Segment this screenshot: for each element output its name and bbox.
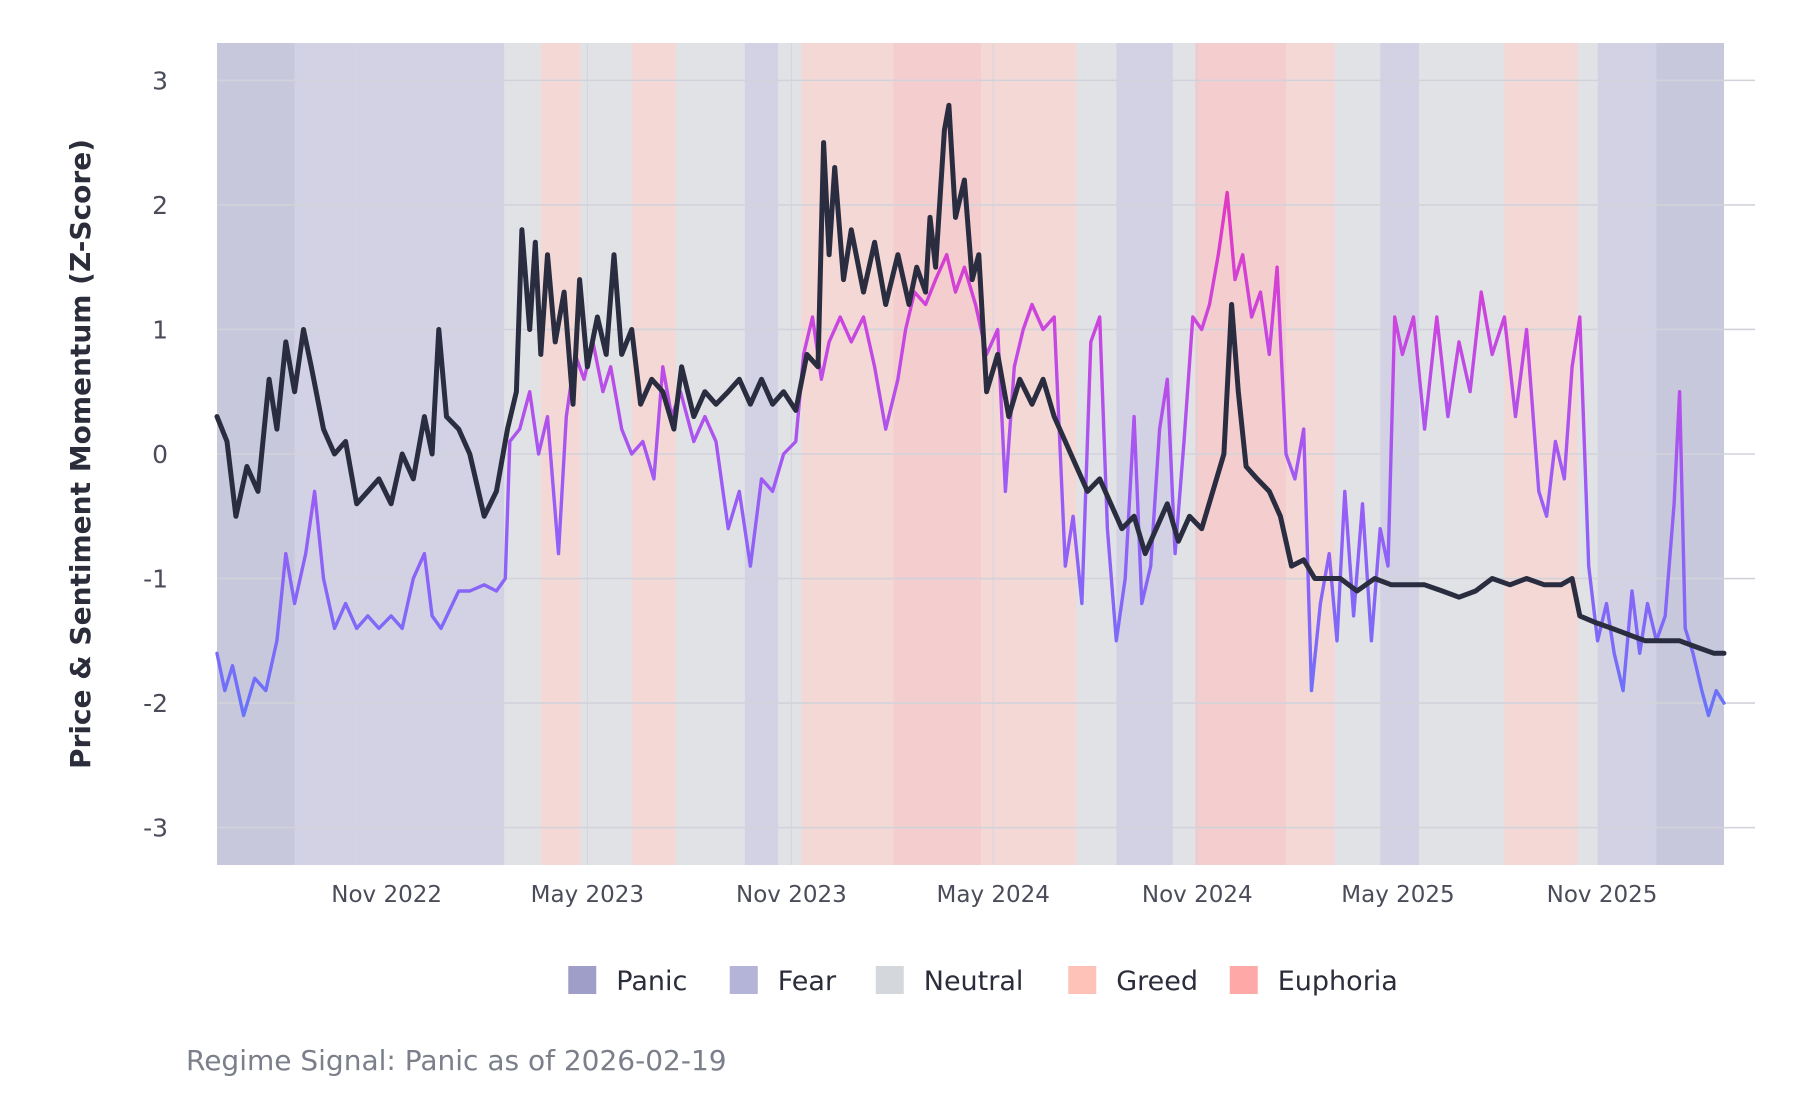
- legend-label-neutral: Neutral: [924, 966, 1024, 997]
- legend-label-panic: Panic: [616, 966, 687, 997]
- legend-swatch-neutral: [876, 966, 904, 994]
- y-axis-ticks: 3 2 1 0 -1 -2 -3: [143, 66, 168, 842]
- x-tick-label: May 2023: [531, 882, 644, 908]
- x-tick-label: May 2025: [1341, 882, 1454, 908]
- x-tick-label: Nov 2022: [331, 882, 442, 908]
- legend-swatch-greed: [1068, 966, 1096, 994]
- x-tick-label: May 2024: [937, 882, 1050, 908]
- legend-swatch-fear: [730, 966, 758, 994]
- legend-label-greed: Greed: [1116, 966, 1198, 997]
- y-tick-label: -1: [143, 565, 168, 594]
- y-tick-label: 2: [152, 191, 168, 220]
- legend-swatch-panic: [568, 966, 596, 994]
- legend: Panic Fear Neutral Greed Euphoria: [568, 966, 1398, 997]
- y-axis-label: Price & Sentiment Momentum (Z-Score): [64, 139, 97, 769]
- x-axis-ticks: Nov 2022 May 2023 Nov 2023 May 2024 Nov 2024…: [331, 882, 1657, 908]
- y-tick-label: 0: [152, 440, 168, 469]
- x-tick-label: Nov 2024: [1142, 882, 1253, 908]
- y-tick-label: 3: [152, 66, 168, 95]
- x-tick-label: Nov 2025: [1547, 882, 1658, 908]
- regime-signal-caption: Regime Signal: Panic as of 2026-02-19: [186, 1044, 727, 1077]
- x-tick-label: Nov 2023: [736, 882, 847, 908]
- y-tick-label: 1: [152, 315, 168, 344]
- legend-label-fear: Fear: [778, 966, 837, 997]
- legend-label-euphoria: Euphoria: [1278, 966, 1398, 997]
- legend-swatch-euphoria: [1230, 966, 1258, 994]
- y-tick-label: -2: [143, 689, 168, 718]
- y-tick-label: -3: [143, 814, 168, 843]
